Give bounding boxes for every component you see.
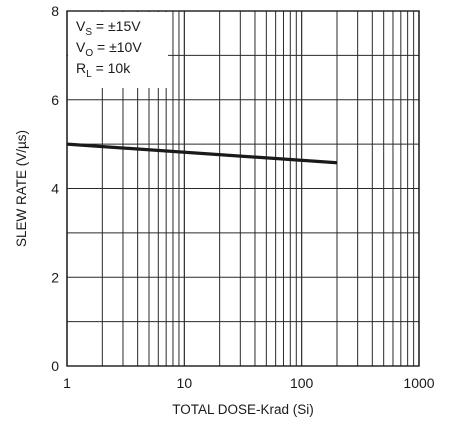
y-tick-label: 0	[51, 358, 59, 374]
y-tick-label: 6	[51, 92, 59, 108]
y-axis-title: SLEW RATE (V/µs)	[14, 130, 29, 247]
annotation-line: VO = ±10V	[76, 39, 142, 59]
x-tick-label: 1000	[403, 375, 434, 391]
y-tick-label: 4	[51, 181, 59, 197]
y-tick-label: 2	[51, 269, 59, 285]
x-tick-label: 100	[290, 375, 314, 391]
tick-labels: 1 10 100 1000 0 2 4 6 8	[51, 3, 435, 391]
y-tick-label: 8	[51, 3, 59, 19]
x-tick-label: 1	[63, 375, 71, 391]
series-line	[66, 142, 338, 165]
series-layer	[66, 142, 338, 165]
x-tick-label: 10	[177, 375, 193, 391]
x-axis-title: TOTAL DOSE-Krad (Si)	[172, 402, 314, 417]
plot-frame	[66, 10, 420, 367]
annotation-background	[68, 12, 168, 88]
annotation-line: VS = ±15V	[76, 18, 141, 38]
annotation-line: RL = 10k	[76, 60, 131, 80]
